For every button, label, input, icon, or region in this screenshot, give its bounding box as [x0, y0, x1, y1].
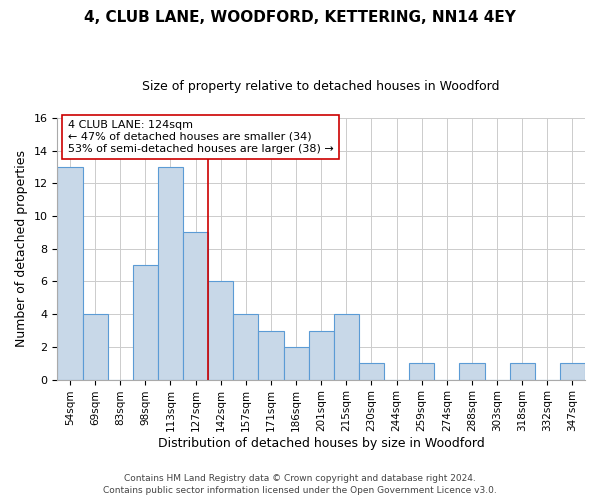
Title: Size of property relative to detached houses in Woodford: Size of property relative to detached ho… — [142, 80, 500, 93]
Bar — [284, 347, 308, 380]
Y-axis label: Number of detached properties: Number of detached properties — [15, 150, 28, 347]
Bar — [359, 363, 384, 380]
Bar — [183, 232, 208, 380]
Bar — [83, 314, 107, 380]
Bar — [509, 363, 535, 380]
Text: 4, CLUB LANE, WOODFORD, KETTERING, NN14 4EY: 4, CLUB LANE, WOODFORD, KETTERING, NN14 … — [84, 10, 516, 25]
Bar — [560, 363, 585, 380]
Bar — [58, 167, 83, 380]
Bar — [208, 282, 233, 380]
Bar — [158, 167, 183, 380]
Bar — [133, 265, 158, 380]
Bar — [233, 314, 259, 380]
Bar — [460, 363, 485, 380]
Bar — [259, 330, 284, 380]
Bar — [409, 363, 434, 380]
Text: 4 CLUB LANE: 124sqm
← 47% of detached houses are smaller (34)
53% of semi-detach: 4 CLUB LANE: 124sqm ← 47% of detached ho… — [68, 120, 334, 154]
Bar — [308, 330, 334, 380]
Text: Contains HM Land Registry data © Crown copyright and database right 2024.
Contai: Contains HM Land Registry data © Crown c… — [103, 474, 497, 495]
Bar — [334, 314, 359, 380]
X-axis label: Distribution of detached houses by size in Woodford: Distribution of detached houses by size … — [158, 437, 485, 450]
